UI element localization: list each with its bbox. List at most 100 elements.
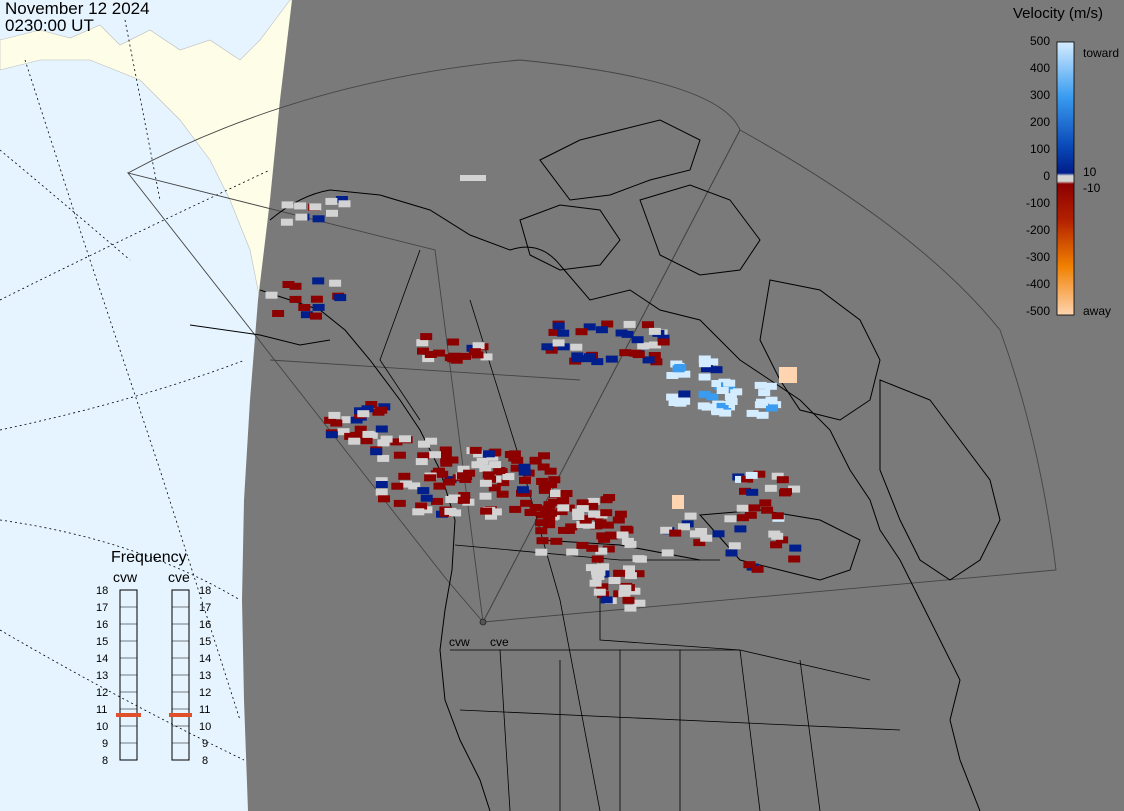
velocity-cell bbox=[309, 203, 322, 211]
velocity-cell bbox=[341, 416, 354, 424]
velocity-cell bbox=[759, 499, 772, 507]
velocity-cell bbox=[734, 525, 747, 533]
velocity-cell bbox=[390, 438, 403, 446]
velocity-cell bbox=[504, 451, 517, 458]
velocity-cell bbox=[648, 327, 661, 335]
velocity-cell bbox=[482, 450, 495, 458]
velocity-cell bbox=[716, 402, 729, 410]
velocity-cell bbox=[365, 401, 378, 408]
velocity-cell bbox=[632, 351, 645, 359]
velocity-cell bbox=[440, 459, 453, 467]
velocity-cell bbox=[697, 402, 710, 410]
velocity-cell bbox=[328, 411, 341, 419]
velocity-cell bbox=[642, 321, 654, 329]
velocity-cell bbox=[706, 393, 719, 401]
velocity-cell bbox=[624, 572, 637, 580]
velocity-cell bbox=[489, 461, 502, 469]
velocity-cell bbox=[598, 535, 611, 543]
velocity-cell bbox=[479, 464, 492, 472]
freq-tick-left-18: 18 bbox=[96, 585, 109, 597]
velocity-cell bbox=[678, 523, 690, 531]
velocity-cell bbox=[538, 452, 550, 460]
velocity-cell bbox=[354, 425, 367, 433]
freq-tick-right-11: 11 bbox=[199, 704, 211, 716]
velocity-cell bbox=[672, 495, 684, 509]
velocity-cell bbox=[628, 587, 641, 595]
velocity-cell bbox=[536, 537, 549, 545]
freq-tick-right-13: 13 bbox=[199, 670, 212, 682]
velocity-cell bbox=[684, 512, 697, 520]
velocity-cell bbox=[557, 504, 570, 512]
velocity-cell bbox=[312, 303, 325, 311]
daylight-land bbox=[0, 0, 301, 301]
velocity-cell bbox=[529, 457, 542, 465]
velocity-cell bbox=[605, 531, 618, 539]
velocity-cell bbox=[780, 488, 792, 496]
velocity-cell bbox=[560, 490, 573, 497]
velocity-cell bbox=[431, 497, 443, 505]
velocity-cell bbox=[572, 513, 585, 520]
velocity-cell bbox=[329, 279, 342, 287]
graticule bbox=[0, 19, 271, 761]
radar-site-marker bbox=[479, 618, 487, 626]
freq-tick-right-12: 12 bbox=[199, 687, 212, 699]
velocity-cell bbox=[447, 355, 460, 363]
velocity-cell bbox=[572, 508, 585, 516]
velocity-cell bbox=[711, 408, 724, 416]
velocity-cell bbox=[776, 536, 789, 544]
velocity-cell bbox=[597, 563, 610, 571]
velocity-cell bbox=[380, 435, 393, 443]
freq-tick-left-10: 10 bbox=[96, 721, 109, 733]
freq-tick-left-13: 13 bbox=[96, 670, 109, 682]
freq-tick-right-18: 18 bbox=[199, 585, 212, 597]
velocity-cell bbox=[576, 541, 589, 549]
velocity-cell bbox=[540, 505, 553, 513]
velocity-cell bbox=[445, 496, 458, 503]
velocity-colorbar bbox=[1056, 41, 1075, 316]
velocity-cell bbox=[312, 215, 325, 223]
velocity-cell bbox=[711, 380, 724, 387]
velocity-cell bbox=[557, 497, 570, 505]
velocity-cell bbox=[624, 604, 637, 612]
velocity-cell bbox=[591, 555, 604, 563]
velocity-scale-title: Velocity (m/s) bbox=[1013, 5, 1104, 22]
velocity-cell bbox=[459, 352, 471, 360]
velocity-cell bbox=[771, 512, 784, 520]
velocity-cell bbox=[300, 311, 313, 319]
velocity-cell bbox=[615, 329, 628, 337]
velocity-cell bbox=[739, 487, 751, 495]
freq-tick-right-16: 16 bbox=[199, 619, 212, 631]
velocity-cell bbox=[484, 475, 497, 483]
velocity-cell bbox=[756, 411, 769, 419]
velocity-cells bbox=[265, 175, 802, 612]
velocity-cell bbox=[745, 471, 758, 479]
velocity-cell bbox=[417, 452, 430, 460]
velocity-tick-100: 100 bbox=[1029, 142, 1050, 156]
velocity-cell bbox=[552, 339, 565, 347]
velocity-cell bbox=[518, 463, 531, 471]
velocity-cell bbox=[433, 482, 446, 490]
velocity-cell bbox=[420, 333, 433, 341]
velocity-cell bbox=[765, 396, 778, 404]
velocity-cell bbox=[493, 467, 506, 474]
freq-tick-right-17: 17 bbox=[199, 602, 212, 614]
velocity-cell bbox=[310, 312, 322, 320]
velocity-cell bbox=[334, 294, 347, 302]
velocity-cell bbox=[589, 579, 602, 587]
velocity-cell bbox=[456, 472, 469, 480]
velocity-cell bbox=[660, 526, 673, 534]
velocity-cell bbox=[623, 320, 636, 328]
velocity-cell bbox=[678, 397, 691, 405]
velocity-cell bbox=[524, 509, 537, 516]
velocity-cell bbox=[391, 482, 404, 490]
velocity-cell bbox=[600, 509, 613, 517]
velocity-cell bbox=[614, 510, 627, 518]
velocity-cell bbox=[535, 548, 548, 556]
velocity-cell bbox=[378, 495, 390, 503]
velocity-cell bbox=[576, 505, 589, 513]
velocity-cell bbox=[516, 486, 529, 494]
velocity-cell bbox=[633, 599, 646, 607]
velocity-cell bbox=[788, 555, 801, 563]
velocity-cell bbox=[619, 584, 632, 592]
velocity-cell bbox=[375, 481, 388, 488]
